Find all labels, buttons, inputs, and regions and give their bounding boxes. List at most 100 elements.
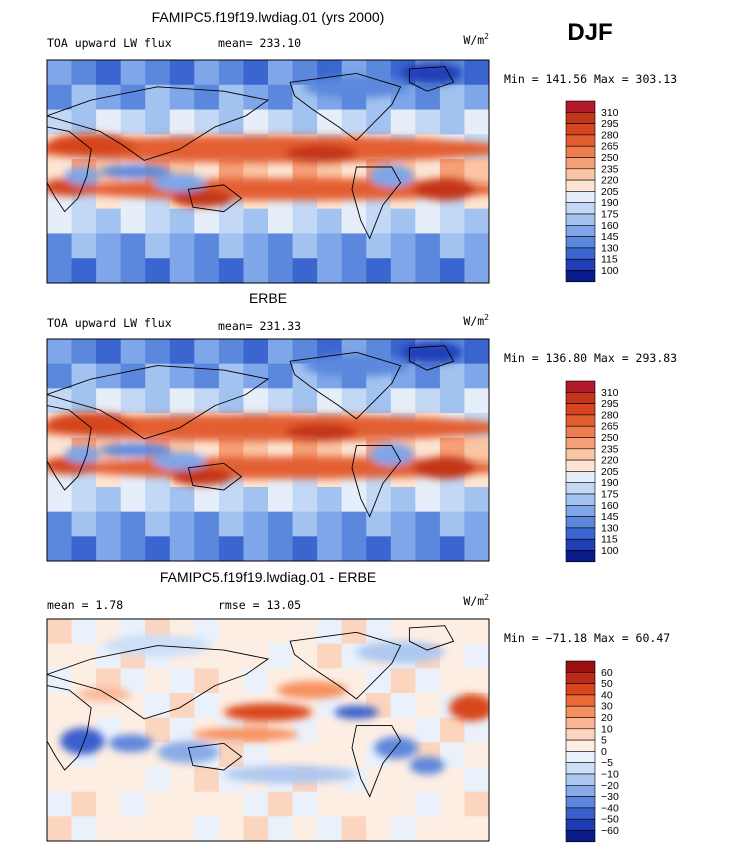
field-cell	[439, 388, 465, 414]
field-cell	[145, 339, 171, 365]
field-cell	[317, 233, 343, 259]
colorbar-tick-label: 5	[601, 735, 607, 747]
field-cell	[169, 717, 195, 743]
field-cell	[145, 60, 171, 86]
field-cell	[317, 717, 343, 743]
field-cell	[243, 791, 269, 817]
field-cell	[439, 643, 465, 669]
field-cell	[120, 363, 146, 389]
field-cell	[47, 536, 73, 561]
coastline	[47, 126, 92, 213]
field-label: TOA upward LW flux	[47, 36, 172, 50]
coastline	[187, 462, 243, 491]
field-cell	[194, 233, 220, 259]
field-cell	[194, 693, 220, 719]
field-cell	[390, 536, 416, 561]
field-cell	[268, 643, 294, 669]
panel-obs: ERBE TOA upward LW flux mean= 231.33 W/m…	[46, 290, 677, 563]
field-cell	[96, 60, 122, 86]
field-cell	[71, 511, 97, 537]
colorbar-tick-label: 115	[601, 254, 618, 266]
field-cell	[268, 619, 294, 645]
field-cell	[464, 816, 489, 841]
field-cell	[194, 208, 220, 234]
field-cell	[292, 233, 318, 259]
field-cell	[218, 84, 244, 111]
field-cell	[71, 109, 97, 135]
colorbar-swatch	[565, 516, 596, 529]
colorbar-tick-label: 40	[601, 689, 613, 701]
field-cell	[145, 109, 171, 135]
coastline	[289, 631, 402, 700]
field-cell	[194, 668, 220, 694]
colorbar-tick-label: 130	[601, 242, 619, 254]
field-cell	[120, 668, 146, 694]
field-cell	[120, 791, 146, 817]
field-cell	[218, 233, 244, 259]
field-cell	[145, 668, 171, 694]
field-cell	[243, 258, 269, 283]
field-cell	[341, 487, 367, 513]
field-anomaly	[285, 144, 357, 163]
field-cell	[145, 816, 171, 841]
field-anomaly	[374, 736, 419, 759]
field-cell	[218, 258, 244, 283]
field-cell	[292, 109, 318, 135]
panel-diff: FAMIPC5.f19f19.lwdiag.01 - ERBE mean = 1…	[46, 569, 670, 843]
field-anomaly	[303, 354, 410, 377]
field-cell	[218, 109, 244, 135]
coastline	[408, 345, 455, 371]
colorbar-swatch	[565, 660, 596, 673]
field-cell	[71, 791, 97, 817]
mean-label: mean = 1.78	[47, 598, 123, 612]
field-cell	[120, 109, 146, 135]
field-cell	[71, 233, 97, 259]
colorbar-swatch	[565, 391, 596, 404]
field-cell	[145, 511, 171, 537]
field-cell	[341, 791, 367, 817]
field-cell	[194, 363, 220, 389]
colorbar-swatch	[565, 168, 596, 181]
field-cell	[390, 693, 416, 719]
panel-title: FAMIPC5.f19f19.lwdiag.01 (yrs 2000)	[152, 9, 385, 25]
field-cell	[464, 536, 489, 561]
field-cell	[243, 339, 269, 365]
field-cell	[292, 536, 318, 561]
field-cell	[120, 487, 146, 513]
minmax-label: Min = −71.18 Max = 60.47	[504, 631, 670, 645]
field-cell	[341, 619, 367, 645]
season-label: DJF	[567, 19, 612, 46]
colorbar-tick-label: 220	[601, 175, 619, 187]
colorbar: 3102952802652502352202051901751601451301…	[565, 380, 619, 563]
field-cell	[464, 437, 489, 463]
field-cell	[464, 717, 489, 743]
field-cell	[268, 791, 294, 817]
field-cell	[120, 60, 146, 86]
panel-model: FAMIPC5.f19f19.lwdiag.01 (yrs 2000) TOA …	[46, 9, 677, 284]
coastline	[289, 351, 402, 420]
field-cell	[145, 536, 171, 561]
colorbar-swatch	[565, 538, 596, 551]
field-cell	[464, 767, 489, 793]
field-cell	[47, 208, 73, 234]
colorbar-swatch	[565, 191, 596, 203]
field-cell	[366, 208, 392, 234]
colorbar-tick-label: −60	[601, 825, 619, 837]
field-cell	[268, 84, 294, 111]
field-cell	[145, 791, 171, 817]
field-cell	[439, 668, 465, 694]
mean-label: mean= 231.33	[218, 319, 301, 333]
field-cell	[439, 511, 465, 537]
field-cell	[390, 767, 416, 793]
field-cell	[439, 816, 465, 841]
field-cell	[243, 742, 269, 768]
colorbar-tick-label: 265	[601, 421, 619, 433]
field-cell	[47, 487, 73, 513]
field-anomaly	[413, 178, 476, 201]
units-label: W/m2	[463, 593, 489, 608]
field-cell	[218, 388, 244, 414]
colorbar-tick-label: 175	[601, 209, 619, 221]
field-cell	[317, 816, 343, 841]
